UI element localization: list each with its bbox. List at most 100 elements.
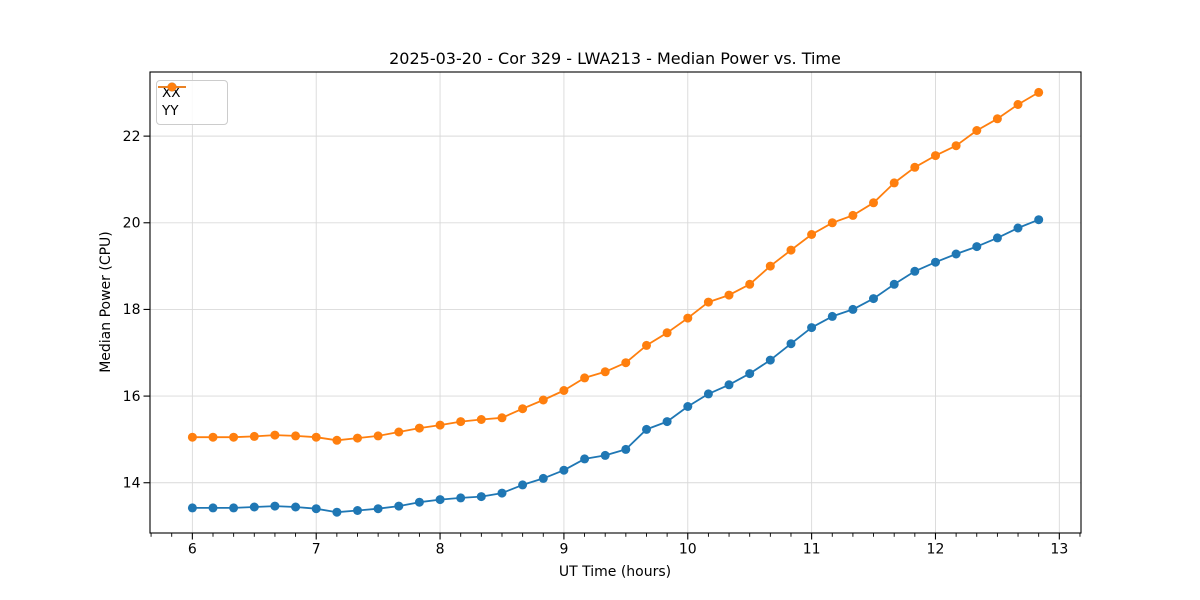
data-point-yy: [910, 162, 920, 172]
y-tick-label: 14: [123, 476, 141, 492]
data-point-xx: [1034, 215, 1044, 225]
data-point-xx: [745, 369, 755, 379]
x-tick-label: 9: [559, 542, 568, 558]
data-point-yy: [580, 373, 590, 383]
data-point-xx: [951, 249, 961, 259]
data-point-xx: [703, 389, 713, 399]
data-point-yy: [1034, 87, 1044, 97]
data-point-xx: [353, 506, 362, 515]
data-point-xx: [538, 473, 548, 483]
y-tick-label: 16: [123, 389, 141, 405]
data-point-yy: [249, 431, 259, 441]
data-point-xx: [208, 503, 218, 513]
data-point-yy: [187, 432, 197, 442]
data-point-xx: [869, 294, 878, 304]
data-point-yy: [745, 279, 755, 289]
data-point-xx: [642, 424, 651, 434]
series-yy: [187, 87, 1044, 445]
data-point-yy: [869, 198, 878, 208]
y-tick-label: 20: [123, 216, 141, 232]
x-tick-label: 6: [188, 542, 197, 558]
data-point-yy: [703, 297, 713, 307]
data-point-xx: [600, 450, 610, 460]
x-tick-label: 12: [927, 542, 945, 558]
data-point-yy: [951, 141, 961, 151]
data-point-yy: [827, 218, 837, 228]
x-tick-label: 13: [1050, 542, 1068, 558]
series-xx: [187, 215, 1044, 517]
data-point-xx: [291, 502, 301, 512]
data-point-yy: [786, 245, 796, 255]
legend-label-xx: XX: [162, 85, 181, 101]
data-point-xx: [580, 454, 590, 464]
data-point-xx: [187, 503, 197, 513]
series-xx-line: [192, 218, 1040, 514]
data-point-xx: [724, 380, 734, 390]
data-point-xx: [848, 304, 858, 314]
data-point-xx: [827, 311, 837, 321]
data-point-yy: [807, 230, 817, 239]
data-point-yy: [683, 313, 693, 323]
chart-title: 2025-03-20 - Cor 329 - LWA213 - Median P…: [389, 49, 841, 68]
data-point-yy: [662, 328, 672, 338]
data-point-yy: [353, 433, 362, 443]
data-point-xx: [1013, 223, 1023, 233]
data-point-yy: [621, 358, 631, 368]
data-series: [187, 87, 1044, 517]
data-point-yy: [972, 126, 982, 135]
data-point-yy: [600, 367, 610, 377]
data-point-xx: [992, 233, 1002, 243]
data-point-xx: [497, 488, 507, 498]
legend: XX YY: [156, 80, 228, 125]
data-point-xx: [456, 493, 466, 503]
data-point-yy: [311, 432, 321, 442]
data-point-xx: [270, 501, 280, 511]
data-point-xx: [972, 242, 982, 252]
data-point-xx: [435, 495, 445, 505]
data-point-yy: [992, 114, 1002, 124]
y-tick-label: 22: [123, 129, 141, 145]
series-yy-line: [192, 91, 1040, 442]
data-point-yy: [848, 210, 858, 220]
data-point-xx: [889, 279, 899, 289]
x-tick-label: 7: [312, 542, 321, 558]
data-point-yy: [456, 417, 466, 427]
data-point-yy: [270, 430, 280, 440]
data-point-xx: [373, 504, 383, 514]
data-point-yy: [518, 404, 528, 414]
data-point-yy: [724, 290, 734, 300]
y-tick-label: 18: [123, 302, 141, 318]
data-point-xx: [807, 323, 817, 333]
grid-lines: [150, 72, 1081, 533]
data-point-xx: [414, 497, 424, 507]
data-point-yy: [373, 431, 383, 441]
y-axis-label: Median Power (CPU): [98, 231, 114, 373]
data-point-xx: [910, 266, 920, 276]
data-point-yy: [497, 413, 507, 423]
x-axis-label: UT Time (hours): [559, 564, 671, 580]
data-point-xx: [476, 492, 486, 502]
legend-line-yy-icon: [158, 82, 186, 92]
axis-tick-labels: 6 7 8 9 10 11 12 13 14 16 18 20 22: [123, 129, 1069, 558]
data-point-xx: [229, 503, 239, 513]
data-point-xx: [683, 402, 693, 411]
data-point-xx: [311, 504, 321, 514]
legend-label-yy: YY: [162, 102, 179, 119]
data-point-yy: [1013, 100, 1023, 109]
data-point-yy: [559, 386, 569, 395]
data-point-xx: [765, 355, 775, 365]
data-point-xx: [621, 444, 631, 454]
data-point-yy: [208, 432, 218, 442]
data-point-yy: [889, 178, 899, 188]
data-point-yy: [435, 420, 445, 430]
data-point-yy: [476, 415, 486, 424]
data-point-yy: [291, 431, 301, 441]
data-point-yy: [765, 261, 775, 271]
plot-frame: [149, 71, 1082, 534]
data-point-xx: [518, 480, 528, 490]
data-point-yy: [931, 151, 940, 161]
data-point-yy: [538, 395, 548, 405]
data-point-xx: [332, 507, 342, 517]
